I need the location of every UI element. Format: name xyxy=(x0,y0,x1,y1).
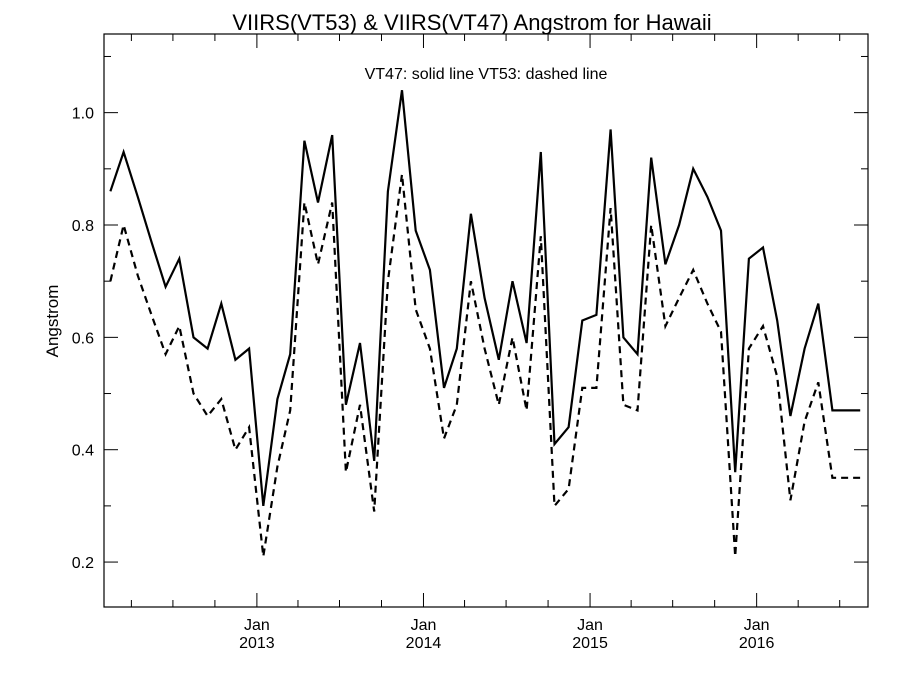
plot-frame xyxy=(103,33,869,608)
y-tick-label: 0.6 xyxy=(72,330,94,347)
y-tick-label: 0.8 xyxy=(72,218,94,235)
legend-annotation: VT47: solid line VT53: dashed line xyxy=(365,66,608,83)
y-axis-label: Angstrom xyxy=(43,285,62,358)
x-tick-label-year: 2015 xyxy=(572,635,608,652)
x-tick-label-year: 2013 xyxy=(239,635,275,652)
series-layer xyxy=(109,90,861,557)
y-tick-label: 1.0 xyxy=(72,106,94,123)
chart-title: VIIRS(VT53) & VIIRS(VT47) Angstrom for H… xyxy=(232,10,711,35)
x-tick-label-year: 2016 xyxy=(739,635,775,652)
x-tick-label-year: 2014 xyxy=(406,635,442,652)
axes: 0.20.40.60.81.0Jan2013Jan2014Jan2015Jan2… xyxy=(72,33,869,652)
x-tick-label-month: Jan xyxy=(577,617,603,634)
x-tick-label-month: Jan xyxy=(411,617,437,634)
series-line-vt47 xyxy=(109,90,861,507)
y-tick-label: 0.2 xyxy=(72,555,94,572)
y-tick-label: 0.4 xyxy=(72,443,94,460)
x-tick-label-month: Jan xyxy=(744,617,770,634)
x-tick-label-month: Jan xyxy=(244,617,270,634)
series-line-vt53 xyxy=(109,174,861,557)
